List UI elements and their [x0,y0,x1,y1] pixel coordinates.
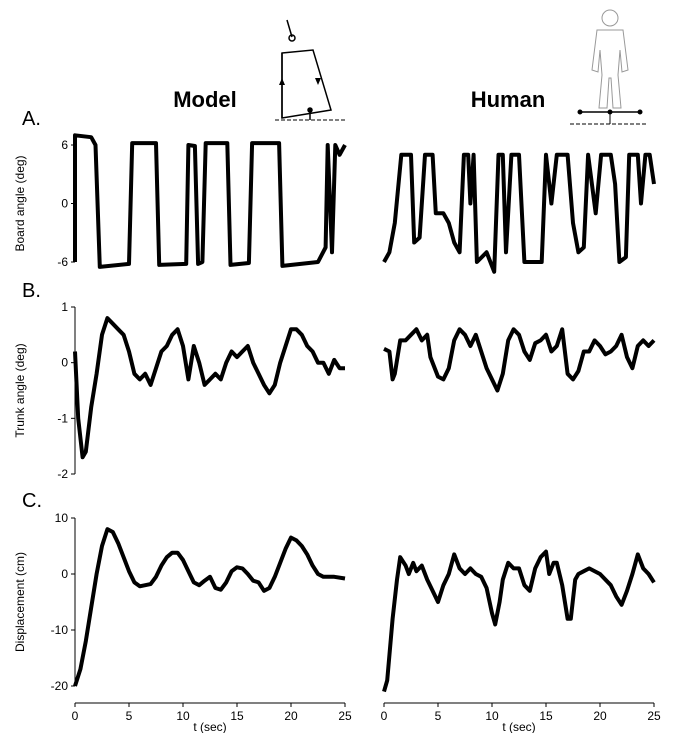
y-tick-label: -6 [57,255,68,269]
x-tick-label: 15 [230,709,244,723]
panel-label: B. [22,280,41,302]
x-tick-label: 10 [176,709,190,723]
x-axis-label: t (sec) [502,720,535,733]
y-tick-label: 1 [61,300,68,314]
x-tick-label: 5 [126,709,133,723]
y-tick-label: 0 [61,356,68,370]
x-tick-label: 0 [72,709,79,723]
y-tick-label: -10 [51,623,69,637]
x-tick-label: 25 [338,709,352,723]
data-line [382,152,656,274]
y-axis-label: Trunk angle (deg) [13,343,27,437]
human-icon [570,9,648,125]
y-axis-label: Displacement (cm) [13,552,27,652]
model-icon [275,19,345,121]
x-tick-label: 25 [647,709,661,723]
x-tick-label: 0 [381,709,388,723]
x-tick-label: 5 [435,709,442,723]
x-axis-label: t (sec) [193,720,226,733]
data-line [383,327,656,393]
x-tick-label: 10 [485,709,499,723]
column-title: Human [471,87,546,112]
y-tick-label: 10 [55,511,69,525]
x-tick-label: 20 [593,709,607,723]
y-tick-label: 0 [61,567,68,581]
data-line [382,549,656,693]
y-tick-label: 0 [61,197,68,211]
x-tick-label: 15 [539,709,553,723]
data-line [73,527,346,687]
y-tick-label: -1 [57,411,68,425]
y-tick-label: -2 [57,467,68,481]
data-line [73,133,347,269]
y-axis-label: Board angle (deg) [13,155,27,251]
y-tick-label: 6 [61,138,68,152]
data-line [73,316,345,460]
column-title: Model [173,87,237,112]
x-tick-label: 20 [284,709,298,723]
panel-label: A. [22,108,41,130]
y-tick-label: -20 [51,679,69,693]
panel-label: C. [22,490,42,512]
